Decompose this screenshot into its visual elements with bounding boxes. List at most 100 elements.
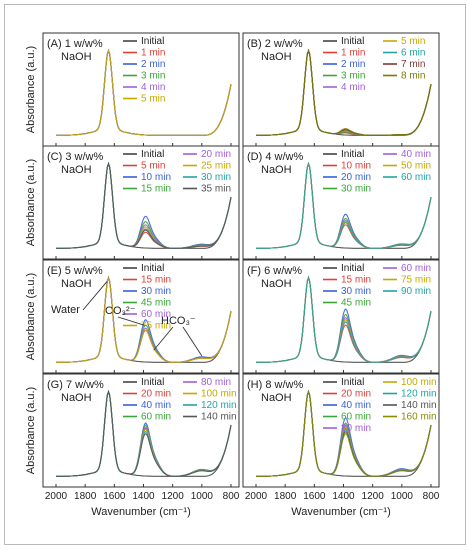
legend-label: 4 min bbox=[341, 82, 365, 93]
panel-subtitle: NaOH bbox=[61, 51, 92, 63]
plot-area bbox=[42, 145, 240, 260]
figure-frame bbox=[4, 4, 466, 545]
panel-title: (H) 8 w/w% bbox=[247, 379, 303, 391]
y-axis-label: Absorbance (a.u.) bbox=[25, 46, 37, 133]
legend-label: 30 min bbox=[141, 286, 171, 297]
plot-area bbox=[242, 259, 440, 374]
legend-label: 30 min bbox=[341, 286, 371, 297]
panel-subtitle: NaOH bbox=[61, 164, 92, 176]
legend-label: 15 min bbox=[141, 184, 171, 195]
x-tick-label: 1200 bbox=[162, 491, 185, 502]
legend-label: 20 min bbox=[141, 389, 171, 400]
annotation-arrow bbox=[182, 326, 203, 357]
legend-label: 2 min bbox=[341, 59, 365, 70]
legend-label: 60 min bbox=[341, 412, 371, 423]
x-tick-label: 800 bbox=[423, 491, 440, 502]
legend-label: 8 min bbox=[401, 71, 425, 82]
legend-label: Initial bbox=[341, 149, 364, 160]
peak-annotation: Water bbox=[51, 304, 80, 316]
legend-label: 120 min bbox=[201, 400, 237, 411]
peak-annotation: CO₃²⁻ bbox=[105, 305, 136, 317]
panel-title: (G) 7 w/w% bbox=[47, 379, 104, 391]
legend-label: 60 min bbox=[401, 172, 431, 183]
y-axis-label: Absorbance (a.u.) bbox=[25, 387, 37, 474]
legend-label: 20 min bbox=[201, 149, 231, 160]
legend-label: 1 min bbox=[341, 48, 365, 59]
legend-label: 75 min bbox=[401, 275, 431, 286]
legend-label: Initial bbox=[141, 377, 164, 388]
panel-title: (B) 2 w/w% bbox=[247, 38, 303, 50]
legend-label: 10 min bbox=[141, 172, 171, 183]
legend-label: 35 min bbox=[201, 184, 231, 195]
legend-label: 90 min bbox=[401, 286, 431, 297]
x-tick-label: 2000 bbox=[45, 491, 68, 502]
legend-label: 50 min bbox=[401, 161, 431, 172]
x-tick-label: 1600 bbox=[303, 491, 326, 502]
annotation-arrow bbox=[153, 326, 174, 351]
legend-label: 140 min bbox=[201, 412, 237, 423]
legend-label: 3 min bbox=[341, 71, 365, 82]
legend-label: 60 min bbox=[141, 412, 171, 423]
panel-title: (D) 4 w/w% bbox=[247, 151, 303, 163]
plot-area bbox=[242, 373, 440, 488]
legend-label: 1 min bbox=[141, 48, 165, 59]
legend-label: 15 min bbox=[341, 275, 371, 286]
panel-subtitle: NaOH bbox=[261, 392, 292, 404]
panel-title: (F) 6 w/w% bbox=[247, 265, 302, 277]
annotation-arrow bbox=[117, 316, 145, 326]
x-tick-label: 1000 bbox=[391, 491, 414, 502]
legend-label: 2 min bbox=[141, 59, 165, 70]
legend-label: 40 min bbox=[401, 149, 431, 160]
x-tick-label: 1600 bbox=[103, 491, 126, 502]
legend-label: 100 min bbox=[401, 377, 437, 388]
panel-g: 2000 1800 1600 1400 1200 1000 800 (G) 7 w/w%NaO… bbox=[42, 373, 240, 502]
legend-label: 45 min bbox=[141, 298, 171, 309]
x-axis-label: Wavenumber (cm⁻¹) bbox=[291, 506, 391, 518]
series-line bbox=[56, 390, 232, 477]
annotation-arrow bbox=[82, 281, 108, 311]
panel-h: 2000 1800 1600 1400 1200 1000 800 (H) 8 w/w%NaO… bbox=[242, 373, 440, 502]
panel-subtitle: NaOH bbox=[61, 278, 92, 290]
plot-area bbox=[42, 373, 240, 488]
series-line bbox=[56, 49, 232, 136]
peak-annotation: HCO₃⁻ bbox=[161, 315, 196, 327]
legend-label: 6 min bbox=[401, 48, 425, 59]
legend-label: 3 min bbox=[141, 71, 165, 82]
x-tick-label: 1800 bbox=[274, 491, 297, 502]
panel-subtitle: NaOH bbox=[261, 164, 292, 176]
legend-label: 75 min bbox=[141, 321, 171, 332]
x-tick-label: 1400 bbox=[132, 491, 155, 502]
x-axis-label: Wavenumber (cm⁻¹) bbox=[91, 506, 191, 518]
x-tick-label: 1200 bbox=[362, 491, 385, 502]
legend-label: 25 min bbox=[201, 161, 231, 172]
panel-title: (E) 5 w/w% bbox=[47, 265, 103, 277]
legend-label: 15 min bbox=[141, 275, 171, 286]
legend-label: 45 min bbox=[341, 298, 371, 309]
plot-area bbox=[242, 145, 440, 260]
legend-label: 30 min bbox=[341, 184, 371, 195]
legend-label: Initial bbox=[341, 377, 364, 388]
series-line bbox=[256, 276, 432, 363]
legend-label: Initial bbox=[341, 36, 364, 47]
x-tick-label: 1000 bbox=[191, 491, 214, 502]
legend-label: 60 min bbox=[141, 309, 171, 320]
series-line bbox=[256, 162, 432, 249]
legend-label: Initial bbox=[141, 36, 164, 47]
legend-label: 40 min bbox=[141, 400, 171, 411]
legend-label: 140 min bbox=[401, 400, 437, 411]
legend-label: 80 min bbox=[201, 377, 231, 388]
legend-label: 5 min bbox=[141, 94, 165, 105]
legend-label: 20 min bbox=[341, 389, 371, 400]
legend-label: 60 min bbox=[401, 263, 431, 274]
panel-subtitle: NaOH bbox=[61, 392, 92, 404]
plot-area bbox=[42, 259, 240, 374]
series-line bbox=[256, 390, 432, 477]
x-tick-label: 1800 bbox=[74, 491, 97, 502]
legend-label: 20 min bbox=[341, 172, 371, 183]
legend-label: 120 min bbox=[401, 389, 437, 400]
